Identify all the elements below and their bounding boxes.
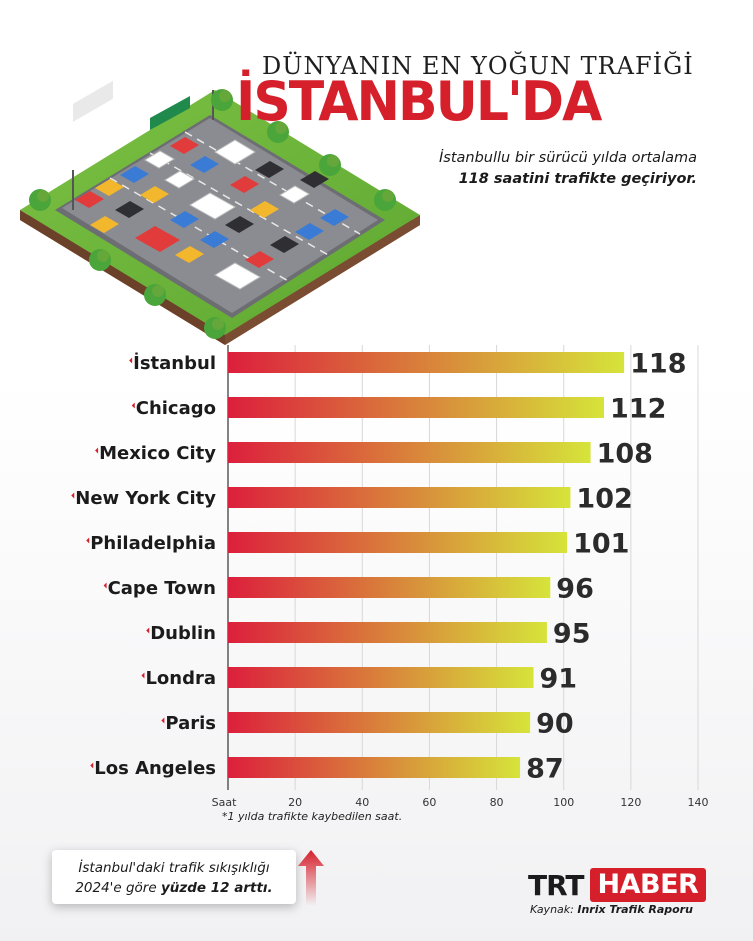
subtitle-line-2: 118 saatini trafikte geçiriyor. — [458, 171, 697, 187]
bar — [228, 757, 521, 778]
bar-value-label: 108 — [597, 439, 653, 470]
category-label: Paris — [165, 713, 216, 734]
x-tick-label: 140 — [688, 796, 709, 809]
bar-value-label: 96 — [556, 574, 594, 605]
x-axis-label: Saat — [212, 796, 237, 809]
bar — [228, 622, 547, 643]
bullet-marker-icon — [103, 582, 107, 589]
category-label: New York City — [75, 488, 216, 509]
bar-value-label: 90 — [536, 709, 574, 740]
trt-haber-logo: TRT HABER — [528, 868, 707, 902]
bar-value-label: 95 — [553, 619, 591, 650]
bullet-marker-icon — [86, 537, 90, 544]
bullet-marker-icon — [131, 402, 135, 409]
bullet-marker-icon — [141, 672, 145, 679]
subtitle-line-1: İstanbullu bir sürücü yılda ortalama — [439, 150, 697, 166]
category-label: Mexico City — [99, 443, 216, 464]
bullet-marker-icon — [90, 762, 94, 769]
source-credit: Kaynak: Inrix Trafik Raporu — [530, 903, 693, 916]
bar — [228, 442, 591, 463]
bar — [228, 532, 568, 553]
bar — [228, 487, 571, 508]
logo-haber: HABER — [589, 868, 707, 902]
category-label: Dublin — [150, 623, 216, 644]
source-prefix: Kaynak: — [530, 903, 578, 916]
category-label: Cape Town — [108, 578, 216, 599]
callout-line-2-bold: yüzde 12 arttı. — [160, 880, 273, 896]
bullet-marker-icon — [71, 492, 75, 499]
bar-value-label: 91 — [540, 664, 578, 695]
up-arrow-icon — [298, 850, 324, 906]
subtitle: İstanbullu bir sürücü yılda ortalama 118… — [439, 148, 697, 190]
x-tick-label: 20 — [288, 796, 302, 809]
bullet-marker-icon — [161, 717, 165, 724]
category-label: Chicago — [136, 398, 216, 419]
callout-line-2-prefix: 2024'e göre — [75, 880, 161, 896]
bullet-marker-icon — [129, 357, 133, 364]
bar — [228, 397, 604, 418]
bar-value-label: 87 — [526, 754, 564, 785]
bar-value-label: 101 — [573, 529, 629, 560]
category-label: Londra — [145, 668, 216, 689]
traffic-jam-illustration — [20, 80, 420, 345]
bar-value-label: 118 — [630, 349, 686, 380]
bar — [228, 667, 534, 688]
bar — [228, 712, 531, 733]
source-name: Inrix Trafik Raporu — [577, 903, 693, 916]
bar — [228, 577, 551, 598]
callout-line-1: İstanbul'daki trafik sıkışıklığı — [78, 860, 270, 876]
bar-chart: Saat 20 40 60 80 100 120 140 118 İstanbul 112 Chica… — [71, 345, 709, 809]
increase-callout: İstanbul'daki trafik sıkışıklığı 2024'e … — [52, 850, 296, 904]
bullet-marker-icon — [146, 627, 150, 634]
title-line-2: İSTANBUL'DA — [236, 70, 602, 134]
bullet-marker-icon — [95, 447, 99, 454]
logo-trt: TRT — [528, 868, 585, 902]
category-label: İstanbul — [133, 352, 216, 374]
bar — [228, 352, 625, 373]
x-tick-label: 120 — [620, 796, 641, 809]
chart-footnote: *1 yılda trafikte kaybedilen saat. — [222, 810, 403, 823]
category-label: Philadelphia — [90, 533, 216, 554]
x-tick-label: 60 — [422, 796, 436, 809]
category-label: Los Angeles — [94, 758, 216, 779]
x-tick-label: 80 — [490, 796, 504, 809]
bar-value-label: 102 — [576, 484, 632, 515]
x-tick-label: 100 — [553, 796, 574, 809]
title-line-1: DÜNYANIN EN YOĞUN TRAFİĞİ — [262, 52, 694, 80]
x-tick-label: 40 — [355, 796, 369, 809]
bar-value-label: 112 — [610, 394, 666, 425]
